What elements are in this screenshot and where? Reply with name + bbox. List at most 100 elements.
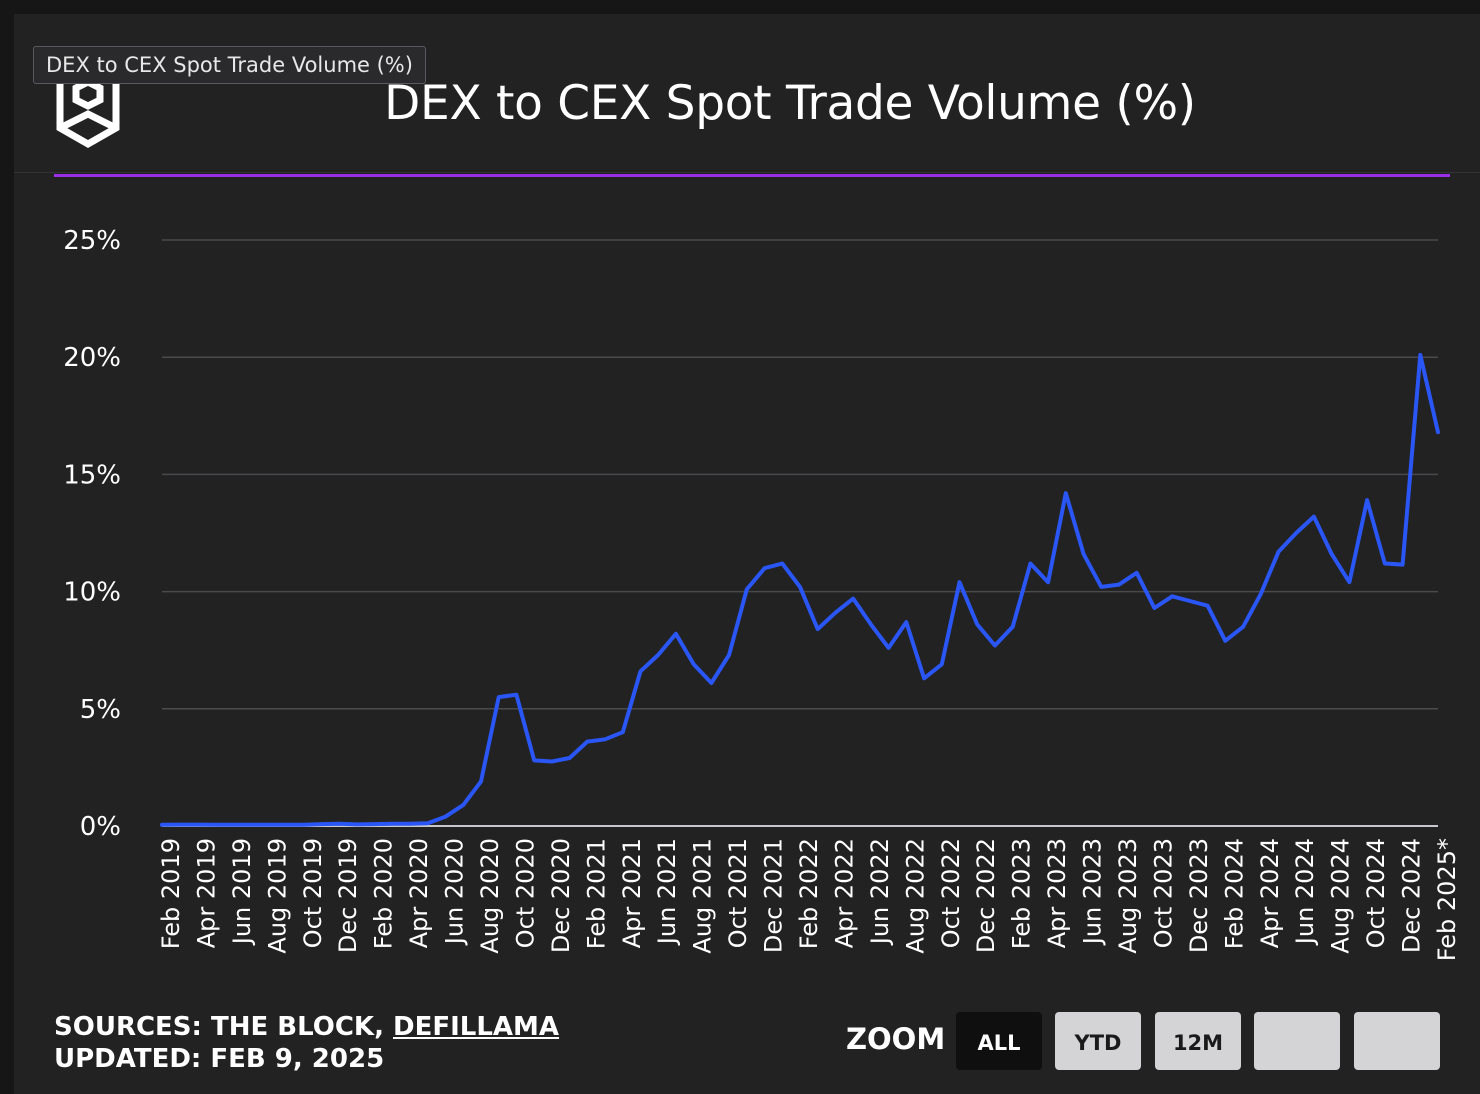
data-point[interactable] xyxy=(212,822,218,828)
data-point[interactable] xyxy=(1187,598,1193,604)
data-point[interactable] xyxy=(1151,605,1157,611)
window-top-strip xyxy=(0,0,1480,14)
data-point[interactable] xyxy=(1435,429,1441,435)
x-tick-label: Dec 2021 xyxy=(760,838,788,953)
data-point[interactable] xyxy=(1134,570,1140,576)
data-point[interactable] xyxy=(1346,579,1352,585)
data-point[interactable] xyxy=(1382,560,1388,566)
data-point[interactable] xyxy=(336,821,342,827)
accent-divider xyxy=(54,174,1450,177)
data-point[interactable] xyxy=(1116,582,1122,588)
data-point[interactable] xyxy=(1417,352,1423,358)
data-point[interactable] xyxy=(389,821,395,827)
data-point[interactable] xyxy=(425,820,431,826)
data-point[interactable] xyxy=(691,661,697,667)
data-point[interactable] xyxy=(1222,638,1228,644)
data-point[interactable] xyxy=(1027,560,1033,566)
data-point[interactable] xyxy=(974,621,980,627)
data-point[interactable] xyxy=(372,821,378,827)
x-tick-label: Apr 2020 xyxy=(405,838,433,948)
data-point[interactable] xyxy=(602,736,608,742)
data-point[interactable] xyxy=(921,675,927,681)
x-tick-label: Feb 2021 xyxy=(582,838,610,949)
data-point[interactable] xyxy=(992,643,998,649)
data-point[interactable] xyxy=(1169,593,1175,599)
x-tick-label: Jun 2022 xyxy=(866,838,894,946)
data-point[interactable] xyxy=(1098,584,1104,590)
x-tick-label: Feb 2022 xyxy=(795,838,823,949)
x-tick-label: Jun 2019 xyxy=(228,838,256,946)
data-point[interactable] xyxy=(478,778,484,784)
data-point[interactable] xyxy=(1081,551,1087,557)
data-point[interactable] xyxy=(248,822,254,828)
defillama-link[interactable]: DEFILLAMA xyxy=(393,1012,560,1042)
data-point[interactable] xyxy=(1045,579,1051,585)
data-point[interactable] xyxy=(744,586,750,592)
data-point[interactable] xyxy=(1293,530,1299,536)
zoom-ytd-button[interactable]: YTD xyxy=(1055,1012,1141,1070)
data-point[interactable] xyxy=(1010,624,1016,630)
y-tick-label: 25% xyxy=(63,226,121,256)
zoom-extra-button-2[interactable] xyxy=(1354,1012,1440,1070)
data-point[interactable] xyxy=(1329,551,1335,557)
data-point[interactable] xyxy=(1205,603,1211,609)
line-chart: 0% 5% 10% 15% 20% 25% Feb 2019 Apr 2019 Jun 2019… xyxy=(63,226,1461,961)
data-point[interactable] xyxy=(1364,497,1370,503)
data-point[interactable] xyxy=(1311,514,1317,520)
data-point[interactable] xyxy=(531,757,537,763)
x-tick-label: Oct 2021 xyxy=(724,838,752,948)
data-point[interactable] xyxy=(1258,591,1264,597)
data-point[interactable] xyxy=(407,821,413,827)
data-point[interactable] xyxy=(319,821,325,827)
data-point[interactable] xyxy=(567,755,573,761)
data-point[interactable] xyxy=(584,739,590,745)
data-point[interactable] xyxy=(549,759,555,765)
data-point[interactable] xyxy=(283,822,289,828)
data-point[interactable] xyxy=(779,560,785,566)
data-point[interactable] xyxy=(460,802,466,808)
zoom-12m-button[interactable]: 12M xyxy=(1155,1012,1241,1070)
data-point[interactable] xyxy=(443,814,449,820)
data-point[interactable] xyxy=(194,822,200,828)
data-point[interactable] xyxy=(230,822,236,828)
data-point[interactable] xyxy=(868,621,874,627)
data-point[interactable] xyxy=(265,822,271,828)
data-point[interactable] xyxy=(655,652,661,658)
data-point[interactable] xyxy=(762,565,768,571)
data-point[interactable] xyxy=(886,645,892,651)
x-tick-label: Feb 2025* xyxy=(1433,838,1461,961)
data-point[interactable] xyxy=(832,610,838,616)
data-point[interactable] xyxy=(815,626,821,632)
data-point[interactable] xyxy=(708,680,714,686)
data-point[interactable] xyxy=(159,822,165,828)
data-point[interactable] xyxy=(1240,624,1246,630)
data-point[interactable] xyxy=(850,596,856,602)
zoom-extra-button-1[interactable] xyxy=(1254,1012,1340,1070)
data-point[interactable] xyxy=(1063,490,1069,496)
zoom-label: ZOOM xyxy=(846,1022,946,1056)
data-point[interactable] xyxy=(620,729,626,735)
x-tick-label: Aug 2023 xyxy=(1114,838,1142,954)
x-tick-label: Aug 2024 xyxy=(1327,838,1355,954)
zoom-all-button[interactable]: ALL xyxy=(956,1012,1042,1070)
x-tick-label: Aug 2020 xyxy=(476,838,504,954)
x-tick-label: Apr 2022 xyxy=(830,838,858,948)
data-point[interactable] xyxy=(797,584,803,590)
data-point[interactable] xyxy=(638,668,644,674)
data-point[interactable] xyxy=(726,652,732,658)
data-point[interactable] xyxy=(903,619,909,625)
data-point[interactable] xyxy=(939,661,945,667)
y-tick-label: 0% xyxy=(80,812,121,842)
data-point[interactable] xyxy=(354,821,360,827)
x-tick-label: Feb 2019 xyxy=(157,838,185,949)
data-point[interactable] xyxy=(957,579,963,585)
data-point[interactable] xyxy=(177,822,183,828)
updated-text: UPDATED: FEB 9, 2025 xyxy=(54,1044,385,1074)
data-point[interactable] xyxy=(673,631,679,637)
data-point[interactable] xyxy=(513,692,519,698)
data-point[interactable] xyxy=(1400,562,1406,568)
data-point[interactable] xyxy=(496,694,502,700)
data-point[interactable] xyxy=(301,822,307,828)
x-tick-label: Oct 2023 xyxy=(1149,838,1177,948)
data-point[interactable] xyxy=(1276,549,1282,555)
